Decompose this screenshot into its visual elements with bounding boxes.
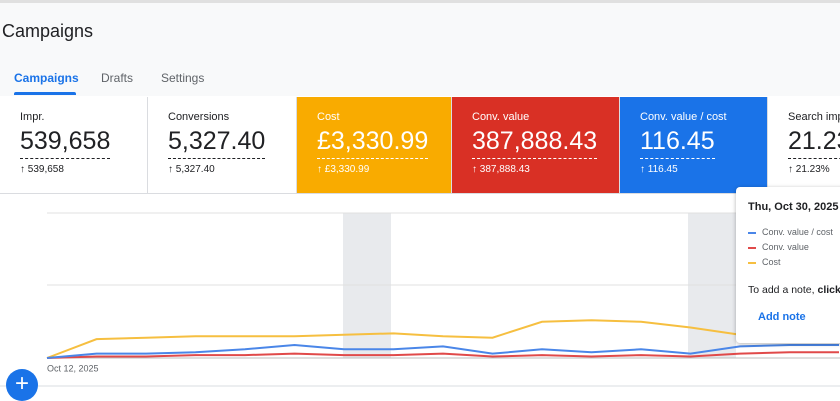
series-line	[46, 319, 840, 359]
legend-item: Conv. value / cost	[748, 227, 833, 237]
tab[interactable]: Drafts	[101, 71, 134, 85]
metric-label: Cost	[317, 111, 340, 123]
delta-value: 387,888.43	[479, 164, 530, 175]
metric-label: Impr.	[20, 111, 45, 123]
metric-value: 387,888.43	[472, 127, 598, 159]
tab-indicator	[14, 92, 76, 95]
delta-value: 116.45	[647, 164, 678, 175]
legend-label: Conv. value / cost	[762, 227, 833, 237]
metric-delta: ↑ 539,658	[20, 164, 64, 175]
metric-cards: Impr. 539,658 ↑ 539,658 Conversions 5,327.40…	[0, 97, 840, 194]
tooltip-note: To add a note, click	[748, 284, 840, 296]
metric-card[interactable]: Cost £3,330.99 ↑ £3,330.99	[297, 97, 452, 193]
note-text: To add a note,	[748, 284, 815, 296]
metric-delta: ↑ 387,888.43	[472, 164, 530, 175]
series-line	[46, 343, 839, 359]
legend-label: Cost	[762, 257, 781, 267]
add-note[interactable]: Add note	[758, 311, 806, 323]
metric-card[interactable]: Conversions 5,327.40 ↑ 5,327.40	[148, 97, 297, 193]
legend-item: Conv. value	[748, 242, 809, 252]
metric-label: Conv. value / cost	[640, 111, 727, 123]
metric-label: Search impr. share	[788, 111, 840, 123]
legend-item: Cost	[748, 257, 781, 267]
x-label: Oct 12, 2025	[47, 363, 99, 373]
legend-swatch	[748, 246, 756, 249]
metric-delta: ↑ £3,330.99	[317, 164, 370, 175]
metric-delta: ↑ 5,327.40	[168, 164, 215, 175]
delta-value: 539,658	[27, 164, 64, 175]
metric-label: Conversions	[168, 111, 230, 123]
header: Campaigns Campaigns Drafts Settings	[0, 0, 840, 96]
add-button[interactable]: +	[6, 369, 38, 401]
tab[interactable]: Campaigns	[14, 71, 79, 85]
tab[interactable]: Settings	[161, 71, 205, 85]
note-bold: click	[817, 284, 840, 296]
tooltip: Thu, Oct 30, 2025 To add a note, click A…	[736, 187, 840, 343]
metric-label: Conv. value	[472, 111, 530, 123]
metric-card[interactable]: Impr. 539,658 ↑ 539,658	[0, 97, 148, 193]
delta-value: 21.23%	[795, 164, 830, 175]
legend-label: Conv. value	[762, 242, 809, 252]
metric-delta: ↑ 116.45	[640, 164, 678, 175]
metric-value: 21.23%	[788, 127, 840, 159]
metric-card[interactable]: Search impr. share21.23%↑ 21.23%	[768, 97, 840, 193]
delta-value: £3,330.99	[324, 164, 370, 175]
legend-swatch	[748, 261, 756, 264]
page-title: Campaigns	[2, 21, 94, 41]
metric-delta: ↑ 21.23%	[788, 164, 830, 175]
metric-card[interactable]: Conv. value / cost 116.45 ↑ 116.45	[620, 97, 768, 193]
tooltip-date: Thu, Oct 30, 2025	[748, 201, 839, 213]
delta-value: 5,327.40	[175, 164, 215, 175]
series-line	[46, 351, 839, 359]
metric-value: 5,327.40	[168, 127, 266, 159]
chart: Oct 12, 2025	[0, 212, 840, 387]
metric-value: 539,658	[20, 127, 111, 159]
metric-value: £3,330.99	[317, 127, 429, 159]
legend-swatch	[748, 231, 756, 234]
metric-card[interactable]: Conv. value 387,888.43 ↑ 387,888.43	[452, 97, 620, 193]
metric-value: 116.45	[640, 127, 715, 159]
